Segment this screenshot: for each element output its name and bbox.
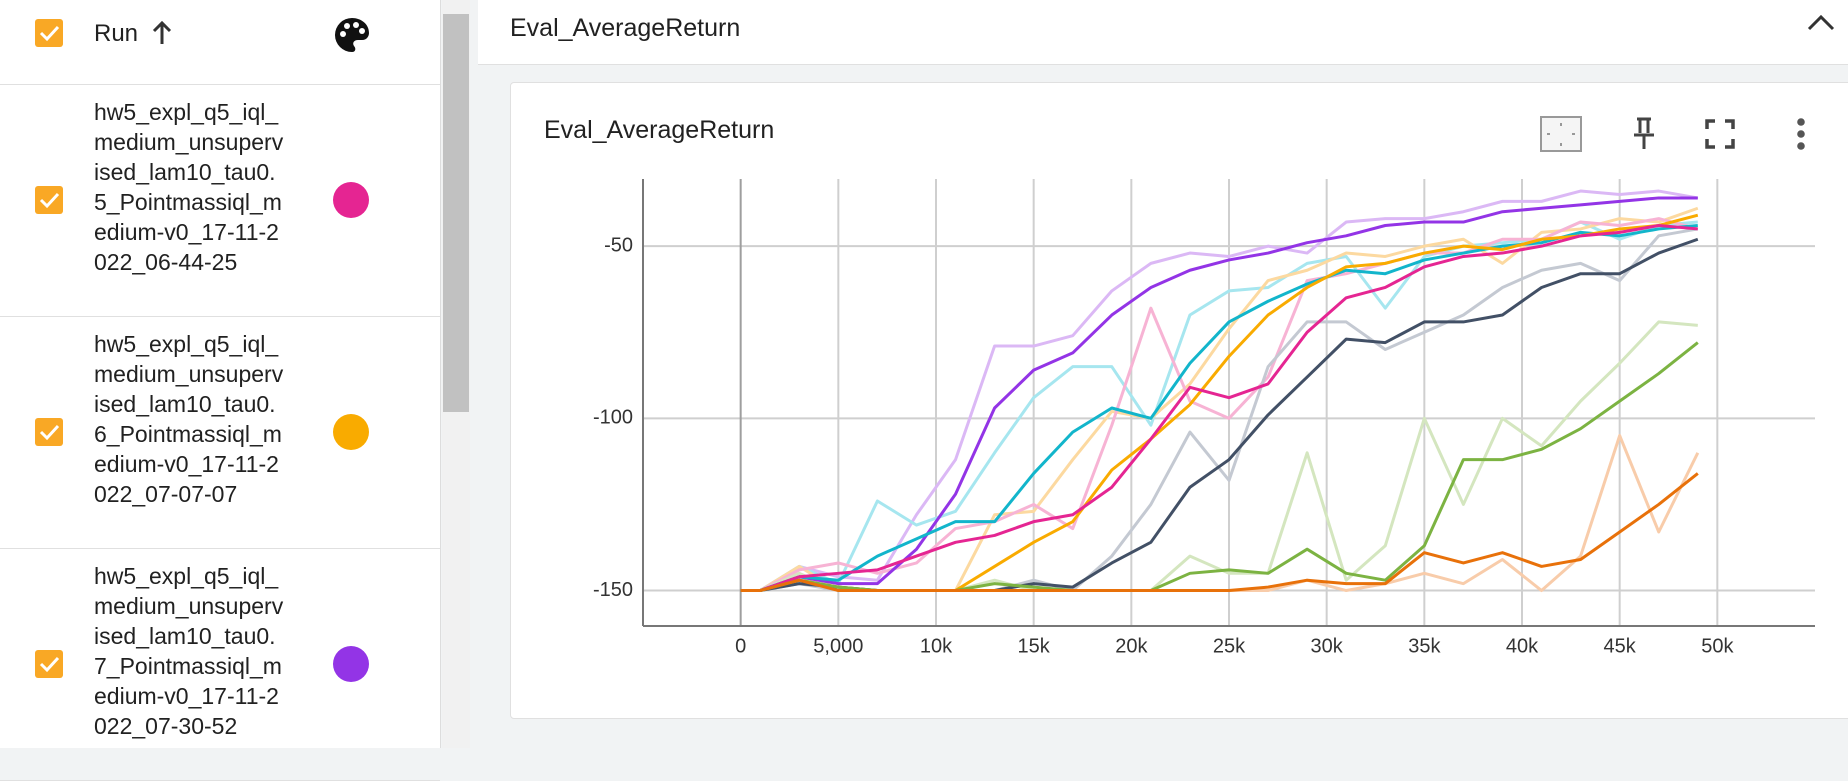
run-name: hw5_expl_q5_iql_medium_unsupervised_lam1… [94,99,284,275]
runs-sidebar: Run hw5_expl_q5_iql_medium_unsupervised_… [0,0,441,781]
collapse-button[interactable] [1806,10,1836,34]
x-tick-label: 20k [1115,635,1148,657]
fullscreen-button[interactable] [1704,118,1736,150]
runs-header: Run [0,0,440,85]
x-tick-label: 0 [735,635,746,657]
run-color-swatch[interactable] [333,182,369,218]
x-tick-label: 5,000 [813,635,863,657]
x-tick-label: 30k [1311,635,1344,657]
run-row: hw5_expl_q5_iql_medium_unsupervised_lam1… [0,317,440,549]
series-line [740,196,1698,593]
more-menu-button[interactable] [1794,115,1808,155]
series-line [740,213,1699,593]
sort-arrow[interactable] [150,20,174,46]
series-line [740,206,1699,593]
series-line [740,189,1699,593]
x-tick-label: 10k [920,635,953,657]
x-tick-label: 40k [1506,635,1539,657]
x-tick-label: 35k [1408,635,1441,657]
chart-title: Eval_AverageReturn [544,116,775,144]
y-tick-label: -50 [604,234,633,256]
scrollbar-thumb[interactable] [443,14,469,412]
series-line [740,223,1698,593]
run-checkbox[interactable] [35,650,63,678]
run-color-swatch[interactable] [333,646,369,682]
check-icon [39,656,60,673]
pin-button[interactable] [1629,115,1659,155]
check-icon [39,192,60,209]
series-line [740,220,1698,593]
section-header: Eval_AverageReturn [478,0,1848,65]
y-tick-label: -150 [593,579,633,601]
select-all-checkbox[interactable] [35,19,63,47]
x-tick-label: 50k [1701,635,1734,657]
run-checkbox[interactable] [35,186,63,214]
series-line [740,223,1698,593]
run-color-swatch[interactable] [333,414,369,450]
x-tick-label: 15k [1018,635,1051,657]
palette-icon[interactable] [332,15,372,55]
series-line [740,472,1699,593]
run-name: hw5_expl_q5_iql_medium_unsupervised_lam1… [94,331,284,507]
series-line [740,320,1698,593]
line-chart: -150 -100 -50 0 5,000 10k 15k 20k 25k 30k 35k 40k 45… [593,179,1815,657]
series-line [740,217,1699,593]
run-row: hw5_expl_q5_iql_medium_unsupervised_lam1… [0,85,440,317]
section-title: Eval_AverageReturn [510,14,741,42]
check-icon [39,25,60,42]
runs-header-label[interactable]: Run [94,20,139,47]
y-tick-label: -100 [593,407,633,429]
run-row: hw5_expl_q5_iql_medium_unsupervised_lam1… [0,549,440,781]
x-tick-label: 25k [1213,635,1246,657]
run-checkbox[interactable] [35,418,63,446]
check-icon [39,424,60,441]
run-name: hw5_expl_q5_iql_medium_unsupervised_lam1… [94,563,284,739]
fit-domain-button[interactable] [1539,115,1583,155]
x-tick-label: 45k [1604,635,1637,657]
